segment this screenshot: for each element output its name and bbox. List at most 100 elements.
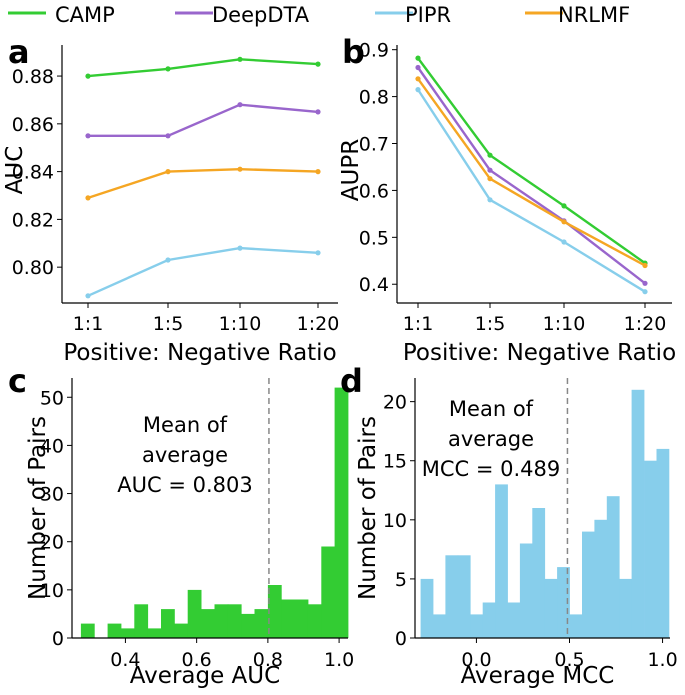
panel-a-point-pipr [315, 250, 321, 256]
panel-d-y-label: Number of Pairs [355, 416, 381, 600]
panel-b-letter: b [342, 33, 365, 71]
panel-c-xtick-label: 0.6 [182, 649, 212, 671]
panel-c-bar [147, 628, 162, 638]
panel-c-ytick-label: 50 [40, 387, 64, 409]
panel-c-bar [214, 604, 229, 638]
panel-c-bar [174, 623, 189, 638]
panel-c-y-label: Number of Pairs [25, 416, 51, 600]
panel-a-point-camp [85, 73, 91, 79]
panel-a-xtick-label: 1:20 [297, 313, 340, 335]
panel-d-bar [457, 555, 471, 638]
panel-b-series-deepdta [417, 66, 646, 285]
panel-c-annotation-line: Mean of [143, 413, 228, 437]
panel-a-ytick-label: 0.80 [12, 257, 54, 279]
panel-a-point-pipr [165, 257, 171, 263]
panel-b-xtick-label: 1:20 [624, 313, 667, 335]
panel-a-series-deepdta [88, 103, 319, 138]
panel-b-point-camp [415, 55, 421, 61]
panel-a-ytick-label: 0.82 [12, 209, 54, 231]
legend-label-pipr: PIPR [405, 3, 451, 27]
panel-a-point-camp [165, 66, 171, 72]
panel-d-bar [420, 578, 434, 638]
panel-c-bar [334, 387, 349, 638]
panel-b-point-nrlmf [642, 262, 648, 269]
panel-c-bar [307, 604, 322, 638]
panel-d-bar [569, 614, 583, 638]
panel-d-bar [544, 578, 558, 638]
panel-c-bar [241, 613, 255, 638]
panel-b-xtick-label: 1:5 [475, 313, 506, 335]
panel-c-xtick-label: 0.8 [253, 649, 283, 671]
panel-d-bar [519, 543, 533, 638]
panel-b-xtick-label: 1:10 [543, 313, 586, 335]
panel-d-bar [433, 614, 446, 638]
panel-b-ytick-label: 0.4 [359, 274, 389, 296]
panel-c-xtick-label: 1.0 [324, 649, 354, 671]
panel-b-ytick-label: 0.9 [359, 40, 389, 62]
panel-b-point-camp [561, 203, 567, 209]
panel-b-x-label: Positive: Negative Ratio [403, 340, 676, 366]
panel-d-bar [495, 484, 508, 638]
panel-c-ytick-label: 20 [40, 532, 64, 554]
panel-b-ytick-label: 0.8 [359, 87, 389, 109]
panel-a-point-deepdta [165, 133, 171, 139]
panel-b-series-nrlmf [417, 78, 646, 267]
panel-d-bar [532, 508, 546, 638]
panel-a-series-camp [87, 58, 319, 78]
panel-b-point-deepdta [415, 64, 421, 71]
panel-b-point-nrlmf [561, 219, 567, 225]
panel-c-bar [294, 599, 309, 638]
panel-b-ytick-label: 0.5 [359, 227, 389, 249]
panel-b-ytick-label: 0.7 [359, 134, 389, 156]
panel-b-point-deepdta [487, 167, 493, 173]
panel-a-point-nrlmf [315, 169, 321, 175]
panel-a-point-camp [237, 56, 243, 62]
panel-d-bar [656, 448, 670, 638]
panel-a-ytick-label: 0.84 [12, 162, 54, 184]
panel-d-annotation-line: Mean of [449, 397, 534, 421]
panel-d-xtick-label: 0.5 [554, 649, 584, 671]
panel-a-point-nrlmf [237, 166, 243, 172]
panel-a-xtick-label: 1:1 [73, 313, 104, 335]
panel-c-ytick-label: 0 [52, 628, 64, 650]
panel-b-point-pipr [487, 197, 493, 203]
panel-b-point-camp [487, 152, 493, 158]
panel-c-x-label: Average AUC [130, 663, 280, 689]
panel-c-ytick-label: 10 [40, 580, 64, 602]
panel-a-point-deepdta [315, 109, 321, 115]
panel-b-series-pipr [416, 88, 646, 293]
panel-c-bar [267, 585, 282, 638]
panel-a-point-nrlmf [165, 169, 171, 175]
panel-a-ytick-label: 0.86 [12, 114, 54, 136]
panel-a-series-pipr [87, 246, 319, 297]
panel-b-series-camp [417, 57, 646, 265]
panel-d-bar [582, 531, 595, 638]
panel-a-point-deepdta [85, 133, 91, 139]
panel-d-xtick-label: 1.0 [647, 649, 677, 671]
panel-c-bar [201, 609, 215, 638]
panel-a-point-camp [315, 61, 321, 67]
panel-c-bar [107, 623, 122, 638]
panel-d-bar [507, 602, 521, 638]
panel-d-bar [445, 555, 459, 638]
panel-d-annotation-line: MCC = 0.489 [422, 457, 561, 481]
panel-b-point-deepdta [642, 280, 648, 286]
panel-a-point-deepdta [237, 102, 243, 108]
panel-d-bar [619, 578, 632, 638]
panel-d-bar [594, 519, 608, 638]
panel-a-xtick-label: 1:5 [153, 313, 184, 335]
panel-a-point-pipr [237, 245, 243, 251]
panel-c-bar [161, 609, 175, 638]
panel-d-bar [644, 460, 657, 638]
panel-d-bar [482, 602, 496, 638]
panel-d-ytick-label: 20 [383, 392, 407, 414]
panel-c-bar [121, 628, 135, 638]
panel-d-bar [470, 614, 483, 638]
panel-b-point-nrlmf [415, 76, 421, 82]
panel-c-annotation-line: AUC = 0.803 [117, 473, 252, 497]
panel-c-bar [254, 609, 269, 638]
panel-c-bar [80, 623, 95, 638]
panel-b-point-pipr [642, 289, 648, 295]
panel-a-series-nrlmf [87, 167, 319, 200]
